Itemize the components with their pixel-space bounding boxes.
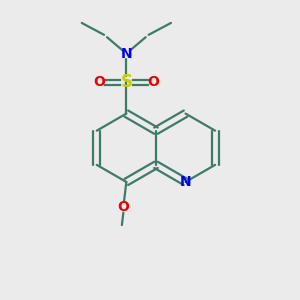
Text: S: S xyxy=(120,74,132,92)
Text: N: N xyxy=(121,47,132,61)
Text: O: O xyxy=(147,75,159,89)
Text: O: O xyxy=(117,200,129,214)
Text: N: N xyxy=(180,175,191,189)
Text: O: O xyxy=(94,75,106,89)
